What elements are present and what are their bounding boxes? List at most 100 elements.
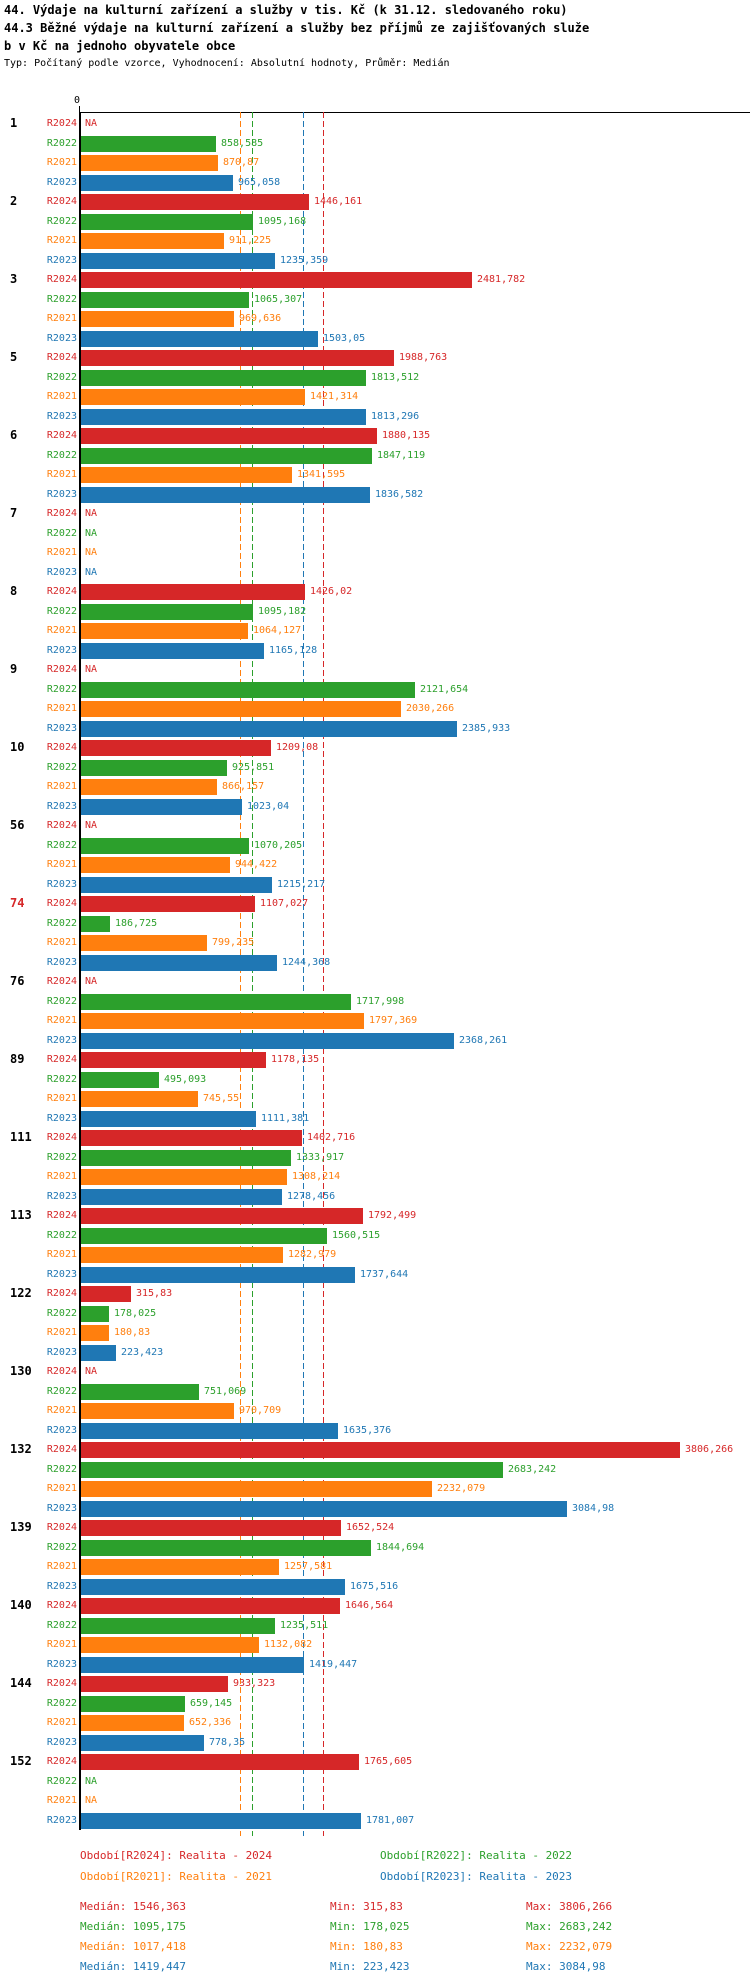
value-bar-R2024 — [81, 584, 305, 600]
year-label-R2021: R2021 — [46, 937, 77, 948]
year-label-R2024: R2024 — [46, 742, 77, 753]
year-label-R2021: R2021 — [46, 1249, 77, 1260]
year-label-R2024: R2024 — [46, 1132, 77, 1143]
chart-subtitle: Typ: Počítaný podle vzorce, Vyhodnocení:… — [4, 58, 450, 69]
stat-max: Max: 2232,079 — [526, 1940, 613, 1953]
value-label: 1792,499 — [368, 1210, 417, 1221]
na-value-label: NA — [85, 1366, 98, 1377]
value-label: 2481,782 — [477, 274, 526, 285]
value-bar-R2021 — [81, 779, 217, 795]
year-label-R2022: R2022 — [46, 1697, 77, 1709]
median-line-R2022 — [252, 112, 253, 1836]
year-label-R2022: R2022 — [46, 683, 77, 695]
year-label-R2022: R2022 — [46, 293, 77, 305]
median-line-R2024 — [323, 112, 324, 1836]
group-id-label: 8 — [10, 584, 18, 598]
value-bar-R2022 — [81, 837, 249, 854]
value-bar-R2023 — [81, 408, 366, 425]
value-label: 223,423 — [121, 1346, 164, 1358]
value-label: 1421,314 — [310, 391, 359, 402]
value-bar-R2023 — [81, 1812, 361, 1829]
group-id-label: 113 — [10, 1208, 32, 1222]
value-bar-R2022 — [81, 1617, 275, 1634]
stat-median: Medián: 1546,363 — [80, 1900, 186, 1913]
value-bar-R2022 — [81, 993, 351, 1010]
value-label: 1215,217 — [277, 878, 326, 890]
value-label: 1178,135 — [271, 1054, 320, 1065]
value-label: 944,422 — [235, 859, 278, 870]
na-value-label: NA — [85, 976, 98, 987]
value-label: 969,636 — [239, 313, 282, 324]
value-bar-R2023 — [81, 876, 272, 893]
legend-item-1: Období[R2024]: Realita - 2024 — [80, 1849, 273, 1862]
group-id-label: 152 — [10, 1754, 32, 1768]
value-label: 178,025 — [114, 1307, 157, 1319]
value-bar-R2023 — [81, 1032, 454, 1049]
year-label-R2021: R2021 — [46, 859, 77, 870]
value-label: 652,336 — [189, 1717, 232, 1728]
year-label-R2022: R2022 — [46, 1229, 77, 1241]
year-label-R2024: R2024 — [46, 196, 77, 207]
value-label: 1781,007 — [366, 1814, 415, 1826]
value-label: 1209,08 — [276, 742, 319, 753]
value-label: 2683,242 — [508, 1463, 557, 1475]
value-bar-R2024 — [81, 428, 377, 444]
year-label-R2022: R2022 — [46, 995, 77, 1007]
value-bar-R2022 — [81, 759, 227, 776]
year-label-R2024: R2024 — [46, 586, 77, 597]
year-label-R2022: R2022 — [46, 839, 77, 851]
value-label: 1635,376 — [343, 1424, 392, 1436]
value-label: 1446,161 — [314, 196, 363, 207]
year-label-R2023: R2023 — [46, 410, 77, 422]
year-label-R2022: R2022 — [46, 1463, 77, 1475]
value-bar-R2022 — [81, 1461, 503, 1478]
group-id-label: 9 — [10, 662, 18, 676]
year-label-R2021: R2021 — [46, 625, 77, 636]
year-label-R2024: R2024 — [46, 1600, 77, 1611]
y-axis-line — [79, 112, 81, 1830]
value-label: 1257,581 — [284, 1561, 333, 1572]
value-bar-R2021 — [81, 935, 207, 951]
value-bar-R2022 — [81, 369, 366, 386]
value-label: 1419,447 — [309, 1658, 358, 1670]
value-bar-R2024 — [81, 1286, 131, 1302]
value-bar-R2023 — [81, 1578, 345, 1595]
year-label-R2021: R2021 — [46, 703, 77, 714]
value-label: 1652,524 — [346, 1522, 395, 1533]
median-line-R2023 — [303, 112, 304, 1836]
year-label-R2024: R2024 — [46, 1288, 77, 1299]
value-label: 1426,02 — [310, 586, 353, 597]
stat-max: Max: 2683,242 — [526, 1920, 613, 1933]
value-bar-R2023 — [81, 642, 264, 659]
group-id-label: 5 — [10, 350, 18, 364]
year-label-R2023: R2023 — [46, 956, 77, 968]
value-bar-R2022 — [81, 213, 253, 230]
value-bar-R2022 — [81, 1149, 291, 1166]
x-axis-zero-label: 0 — [74, 95, 81, 106]
value-label: 858,585 — [221, 137, 264, 149]
stat-median: Medián: 1419,447 — [80, 1960, 186, 1973]
year-label-R2023: R2023 — [46, 644, 77, 656]
value-bar-R2022 — [81, 291, 249, 308]
na-value-label: NA — [85, 508, 98, 519]
legend-item-3: Období[R2021]: Realita - 2021 — [80, 1870, 273, 1883]
year-label-R2021: R2021 — [46, 1795, 77, 1806]
value-label: 1244,368 — [282, 956, 331, 968]
group-id-label: 1 — [10, 116, 18, 130]
year-label-R2024: R2024 — [46, 352, 77, 363]
value-bar-R2024 — [81, 272, 472, 288]
value-bar-R2023 — [81, 954, 277, 971]
value-label: 1813,512 — [371, 371, 420, 383]
year-label-R2021: R2021 — [46, 1327, 77, 1338]
year-label-R2022: R2022 — [46, 917, 77, 929]
year-label-R2022: R2022 — [46, 1307, 77, 1319]
year-label-R2022: R2022 — [46, 137, 77, 149]
group-id-label: 140 — [10, 1598, 32, 1612]
stat-max: Max: 3806,266 — [526, 1900, 613, 1913]
value-label: 1070,205 — [254, 839, 303, 851]
value-label: 1737,644 — [360, 1268, 409, 1280]
year-label-R2023: R2023 — [46, 1502, 77, 1514]
group-id-label: 56 — [10, 818, 25, 832]
value-label: 925,851 — [232, 761, 275, 773]
